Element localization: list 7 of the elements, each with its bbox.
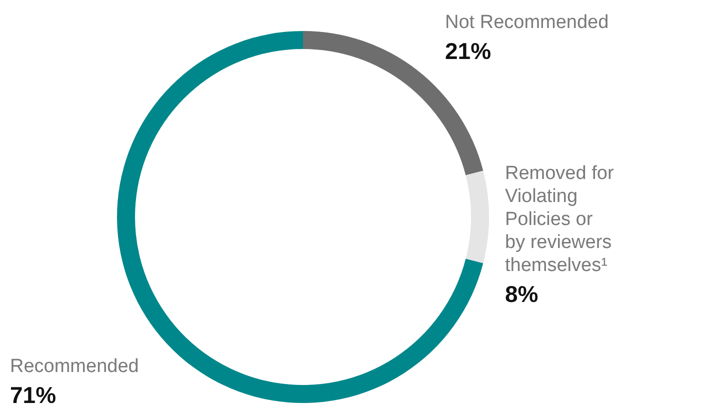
slice-label: Not Recommended [445,12,609,33]
data-label: 8% [505,281,538,307]
data-label: 21% [445,38,492,64]
donut-slice [466,170,489,264]
slice-label: Removed for Violating Policies or by reviewers themselves¹ [505,163,614,276]
slice-label: Recommended [10,356,139,377]
data-label: 71% [10,382,56,408]
